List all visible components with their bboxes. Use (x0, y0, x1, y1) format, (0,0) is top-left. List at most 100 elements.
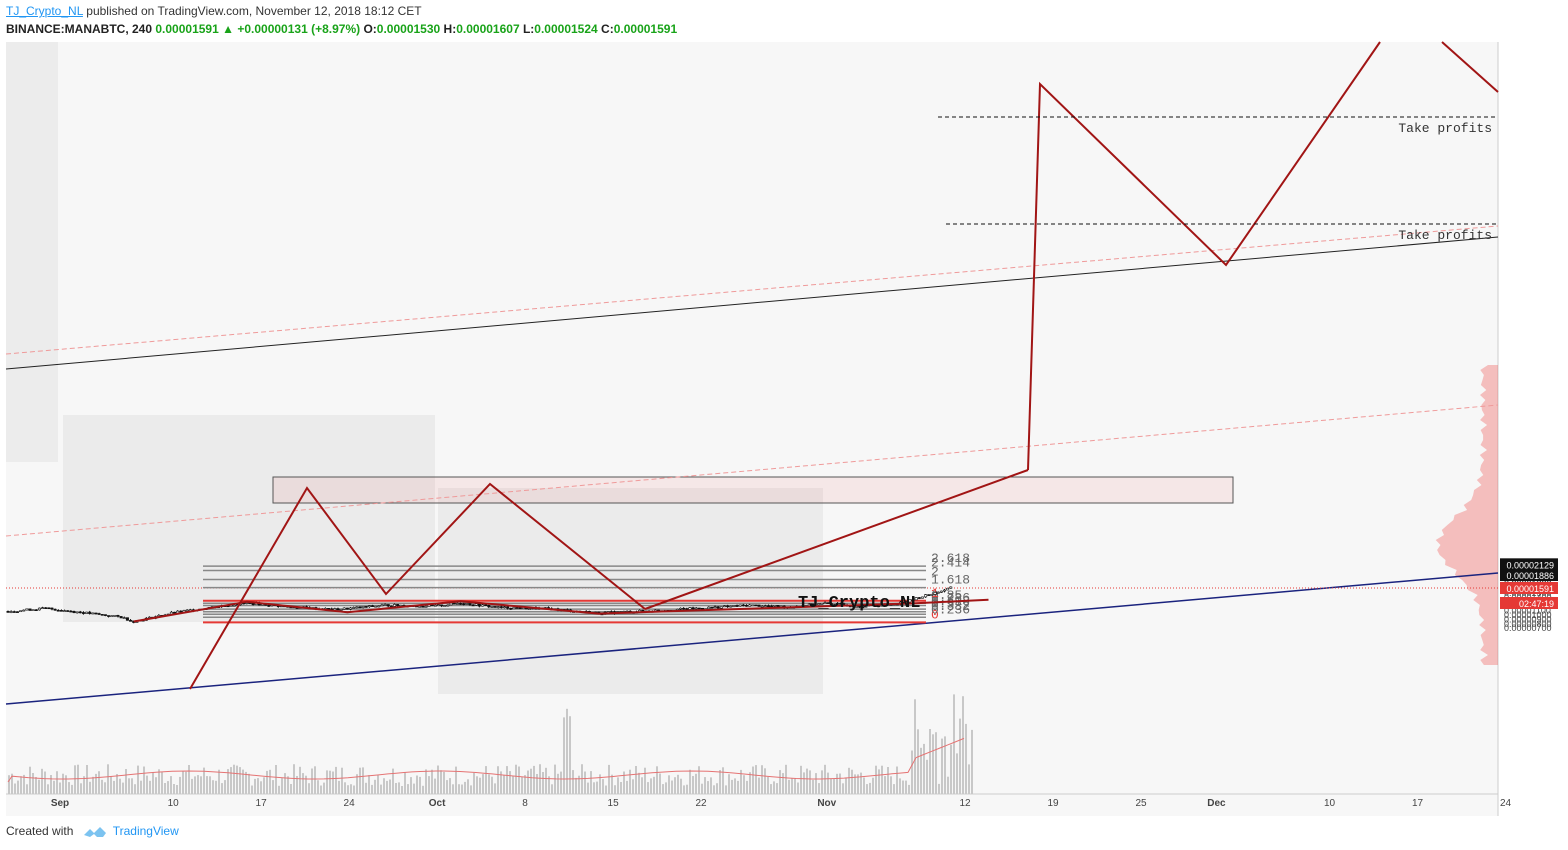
volume-bar (806, 768, 808, 794)
volume-bar (470, 785, 472, 794)
volume-bar (11, 773, 13, 794)
author-link[interactable]: TJ_Crypto_NL (6, 4, 83, 18)
volume-bar (272, 780, 274, 794)
tradingview-brand-link[interactable]: TradingView (112, 824, 179, 838)
candle-body (28, 608, 32, 611)
trendlines[interactable] (5, 225, 1499, 705)
projection-path[interactable] (1027, 41, 1381, 471)
volume-bar (752, 766, 754, 794)
volume-bar (158, 769, 160, 794)
volume-bar (515, 764, 517, 794)
volume-bar (458, 784, 460, 794)
volume-bar (803, 772, 805, 794)
candle-body (700, 607, 704, 610)
volume-bar (770, 784, 772, 794)
candle-body (336, 608, 340, 611)
projection-path-end[interactable] (1441, 41, 1499, 93)
upper-trendline-dashed[interactable] (5, 225, 1499, 355)
volume-bar (857, 774, 859, 794)
volume-bar (905, 780, 907, 794)
volume-bar (812, 779, 814, 794)
volume-bar (416, 775, 418, 794)
candle-body (471, 604, 475, 607)
candle-body (817, 603, 821, 606)
candle-body (47, 607, 51, 610)
volume-bar (422, 785, 424, 794)
candle-body (499, 606, 503, 608)
candle-body (678, 607, 682, 610)
volume-bar (404, 772, 406, 794)
volume-bar (479, 777, 481, 794)
volume-bar (509, 771, 511, 794)
price-label-text: 0.00001591 (1506, 584, 1554, 594)
drawings[interactable]: Take profits Take profits TJ_Crypto_NL (133, 41, 1499, 690)
candle-body (462, 603, 466, 605)
volume-bar (320, 785, 322, 794)
candle-body (741, 604, 745, 607)
volume-bar (542, 772, 544, 794)
candle-body (12, 611, 16, 613)
candle-body (81, 612, 85, 614)
candle-body (342, 607, 346, 610)
take-profit-label-2: Take profits (1398, 228, 1492, 243)
volume-bar (290, 784, 292, 794)
volume-bar (227, 769, 229, 794)
candle-body (78, 611, 82, 614)
volume-bar (935, 732, 937, 794)
rising-support-line[interactable] (644, 469, 1029, 610)
volume-bar (383, 778, 385, 794)
volume-bar (656, 766, 658, 794)
footer: Created with TradingView (6, 824, 179, 839)
volume-bar (887, 767, 889, 794)
candle-body (876, 605, 880, 608)
candle-body (484, 604, 488, 607)
volume-bar (167, 781, 169, 794)
resistance-zone-box[interactable] (272, 476, 1234, 504)
candle-body (823, 602, 827, 604)
support-trendline[interactable] (5, 572, 1499, 705)
candle-body (374, 605, 378, 608)
candle-body (468, 603, 472, 606)
upper-trendline[interactable] (5, 236, 1499, 370)
volume-bar (839, 773, 841, 794)
volume-bar (191, 778, 193, 794)
pattern-path[interactable] (133, 598, 989, 623)
volume-bar (719, 770, 721, 794)
zigzag-pattern[interactable] (189, 482, 646, 690)
candle-body (119, 616, 123, 619)
volume-bar (497, 766, 499, 794)
volume-bar (632, 779, 634, 794)
volume-bar (341, 767, 343, 794)
x-tick-label: 8 (522, 798, 528, 809)
volume-bar (665, 782, 667, 794)
candle-body (424, 606, 428, 608)
volume-bar (668, 775, 670, 794)
candle-body (496, 606, 500, 608)
volume-bar (335, 766, 337, 794)
candle-body (56, 609, 60, 612)
volume-bar (713, 785, 715, 794)
volume-bar (467, 779, 469, 794)
candle-body (641, 609, 645, 612)
volume-bar (446, 780, 448, 794)
mid-trendline-dashed[interactable] (5, 404, 1499, 537)
volume-bar (791, 778, 793, 794)
volume-bar (410, 777, 412, 794)
candle-body (770, 605, 774, 608)
candle-body (116, 615, 120, 617)
volume-bar (896, 766, 898, 794)
volume-bar (872, 777, 874, 794)
volume-bar (728, 774, 730, 794)
candle-body (383, 604, 387, 606)
volume-bar (491, 776, 493, 794)
candle-body (493, 606, 497, 608)
volume-bar (680, 778, 682, 794)
volume-bar (695, 773, 697, 794)
publish-info: published on TradingView.com, November 1… (86, 4, 422, 18)
candle-body (37, 607, 41, 611)
volume-bar (566, 708, 568, 794)
volume-bar (653, 776, 655, 794)
volume-bar (95, 773, 97, 794)
volume-bar (98, 771, 100, 794)
